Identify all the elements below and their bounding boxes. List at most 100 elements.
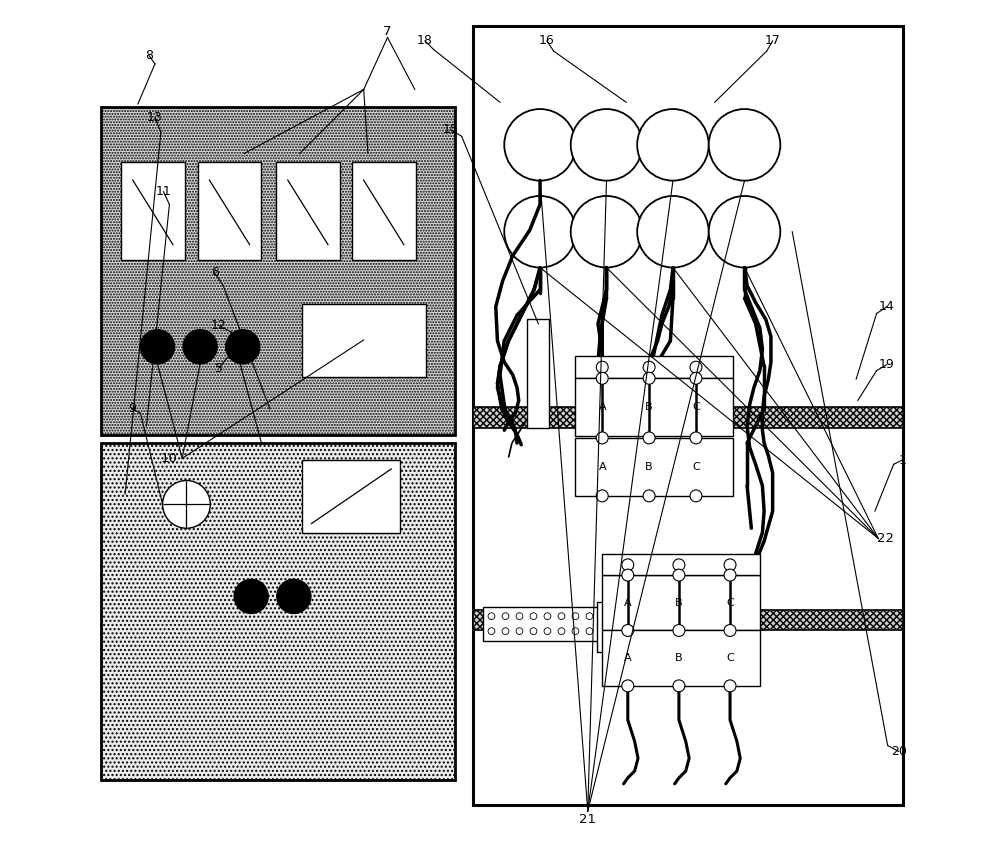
Circle shape <box>673 559 685 571</box>
Circle shape <box>277 579 311 613</box>
Circle shape <box>637 196 709 268</box>
Circle shape <box>571 196 642 268</box>
Bar <box>302 460 400 532</box>
Circle shape <box>571 109 642 181</box>
Bar <box>483 607 598 641</box>
Bar <box>352 162 416 260</box>
Text: 16: 16 <box>539 34 555 48</box>
Circle shape <box>724 680 736 692</box>
Text: 8: 8 <box>145 49 153 62</box>
Circle shape <box>643 372 655 384</box>
Text: 14: 14 <box>879 300 895 314</box>
Text: 20: 20 <box>891 745 907 758</box>
Text: 22: 22 <box>877 532 894 545</box>
Circle shape <box>502 613 509 619</box>
Circle shape <box>643 432 655 444</box>
Text: 5: 5 <box>215 361 223 375</box>
Circle shape <box>673 569 685 581</box>
Bar <box>198 162 261 260</box>
Circle shape <box>596 432 608 444</box>
Circle shape <box>530 628 537 635</box>
Circle shape <box>596 372 608 384</box>
Circle shape <box>643 361 655 373</box>
Text: A: A <box>598 402 606 412</box>
Text: B: B <box>675 598 683 607</box>
Text: 12: 12 <box>211 319 227 332</box>
Circle shape <box>488 628 495 635</box>
Circle shape <box>516 628 523 635</box>
Circle shape <box>502 628 509 635</box>
Bar <box>575 438 733 496</box>
Circle shape <box>586 628 593 635</box>
Text: 11: 11 <box>156 185 171 199</box>
Circle shape <box>572 628 579 635</box>
Text: C: C <box>692 402 700 412</box>
Text: 1: 1 <box>898 453 906 467</box>
Circle shape <box>163 481 210 528</box>
Circle shape <box>709 196 780 268</box>
Bar <box>527 319 549 428</box>
Circle shape <box>504 109 576 181</box>
Circle shape <box>690 432 702 444</box>
Circle shape <box>724 569 736 581</box>
Bar <box>602 630 760 686</box>
Circle shape <box>709 109 780 181</box>
Text: 19: 19 <box>879 358 895 371</box>
Text: 6: 6 <box>211 266 219 279</box>
Text: 18: 18 <box>417 34 433 48</box>
Circle shape <box>544 613 551 619</box>
Circle shape <box>488 613 495 619</box>
Text: A: A <box>624 653 632 663</box>
Text: 21: 21 <box>579 813 596 826</box>
Bar <box>602 554 760 575</box>
Bar <box>575 378 733 436</box>
Text: 15: 15 <box>443 123 459 136</box>
Circle shape <box>226 330 260 364</box>
Circle shape <box>622 680 634 692</box>
Text: A: A <box>624 598 632 607</box>
Circle shape <box>586 613 593 619</box>
Bar <box>473 407 903 428</box>
Bar <box>575 356 733 378</box>
Text: B: B <box>645 462 653 472</box>
Text: B: B <box>645 402 653 412</box>
Bar <box>121 162 185 260</box>
Circle shape <box>690 372 702 384</box>
Text: 9: 9 <box>128 402 136 416</box>
Text: 13: 13 <box>147 111 163 124</box>
Circle shape <box>673 625 685 636</box>
Circle shape <box>140 330 175 364</box>
Circle shape <box>690 361 702 373</box>
Circle shape <box>622 569 634 581</box>
Circle shape <box>504 196 576 268</box>
Text: 7: 7 <box>383 25 392 38</box>
Circle shape <box>558 628 565 635</box>
Circle shape <box>622 625 634 636</box>
Text: 10: 10 <box>161 452 178 465</box>
Circle shape <box>724 625 736 636</box>
Bar <box>101 443 455 780</box>
Circle shape <box>558 613 565 619</box>
Circle shape <box>596 361 608 373</box>
Circle shape <box>572 613 579 619</box>
Text: C: C <box>726 598 734 607</box>
Bar <box>473 26 903 805</box>
Circle shape <box>673 680 685 692</box>
Circle shape <box>596 490 608 502</box>
Bar <box>276 162 340 260</box>
Circle shape <box>234 579 268 613</box>
Bar <box>602 575 760 630</box>
Circle shape <box>544 628 551 635</box>
Text: A: A <box>598 462 606 472</box>
Circle shape <box>183 330 217 364</box>
Circle shape <box>690 490 702 502</box>
Bar <box>597 602 623 652</box>
Circle shape <box>643 490 655 502</box>
Circle shape <box>530 613 537 619</box>
Text: C: C <box>726 653 734 663</box>
Bar <box>302 304 426 377</box>
Circle shape <box>622 559 634 571</box>
Bar <box>101 106 455 435</box>
Text: B: B <box>675 653 683 663</box>
Bar <box>473 610 903 630</box>
